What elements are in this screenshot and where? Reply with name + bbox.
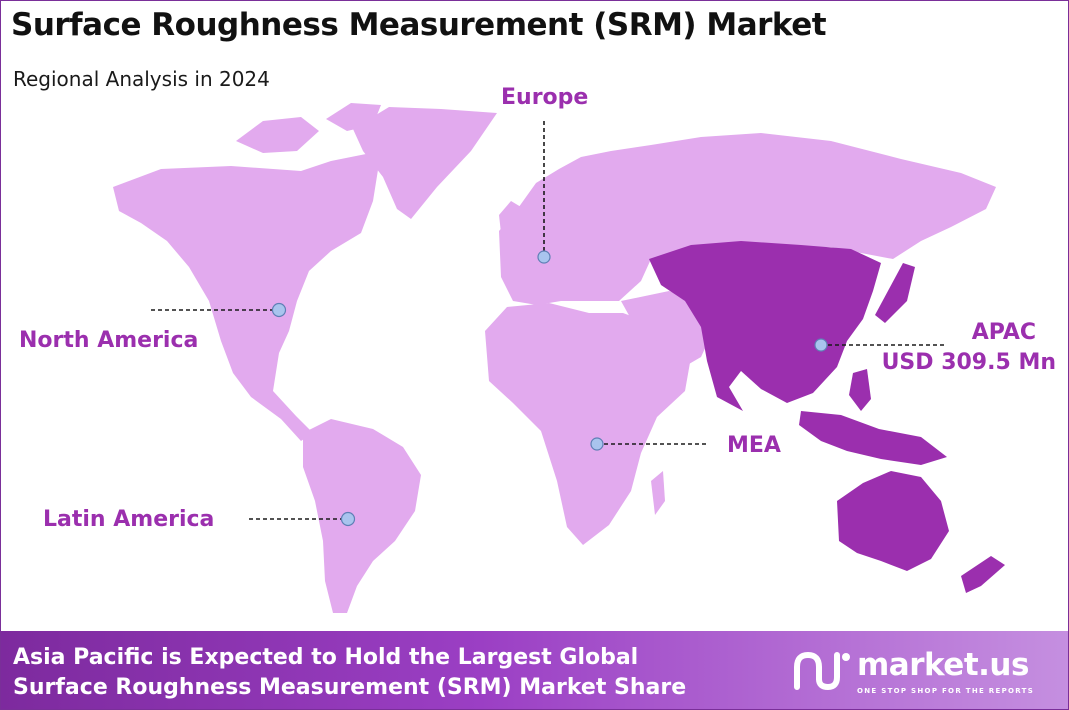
north-america-landmass (113, 151, 381, 441)
page-title: Surface Roughness Measurement (SRM) Mark… (11, 7, 827, 43)
middle-east-landmass (621, 291, 713, 371)
logo-tagline: ONE STOP SHOP FOR THE REPORTS (857, 687, 1035, 695)
latin-america-marker (340, 511, 356, 527)
apac-value: USD 309.5 Mn (881, 350, 1056, 375)
madagascar-landmass (651, 471, 665, 515)
footer-headline: Asia Pacific is Expected to Hold the Lar… (13, 643, 686, 703)
market-us-logo-icon (794, 652, 850, 690)
australia-highlight-landmass (837, 471, 949, 571)
europe-marker (537, 250, 551, 264)
uk-landmass (499, 201, 521, 233)
leader-lines (151, 121, 946, 520)
europe-label: Europe (501, 85, 589, 110)
footer-line-2: Surface Roughness Measurement (SRM) Mark… (13, 675, 687, 700)
north-america-marker (271, 302, 287, 318)
asia-highlight-landmass (649, 241, 881, 411)
apac-marker (814, 338, 828, 352)
eurasia-north-landmass (499, 133, 996, 305)
greenland-landmass (353, 107, 497, 219)
market-us-logo: market.us ONE STOP SHOP FOR THE REPORTS (791, 645, 1061, 701)
landmass-default (113, 103, 996, 613)
south-america-landmass (303, 419, 421, 613)
footer-line-1: Asia Pacific is Expected to Hold the Lar… (13, 645, 639, 670)
mea-label: MEA (727, 433, 781, 458)
region-markers (271, 250, 828, 527)
logo-wordmark: market.us (857, 647, 1029, 683)
japan-highlight-landmass (875, 263, 915, 323)
latin-america-label: Latin America (43, 507, 215, 532)
arctic-islands-landmass (236, 117, 319, 153)
world-map (113, 103, 1005, 613)
landmass-highlight (649, 241, 1005, 593)
page-subtitle: Regional Analysis in 2024 (13, 67, 270, 91)
north-america-label: North America (19, 328, 199, 353)
africa-landmass (485, 303, 691, 545)
philippines-highlight-landmass (849, 369, 871, 411)
new-zealand-highlight-landmass (961, 556, 1005, 593)
apac-label: APAC (971, 320, 1036, 345)
se-asia-highlight-landmass (799, 411, 947, 465)
mea-marker (590, 437, 604, 451)
footer-banner: Asia Pacific is Expected to Hold the Lar… (1, 631, 1068, 709)
